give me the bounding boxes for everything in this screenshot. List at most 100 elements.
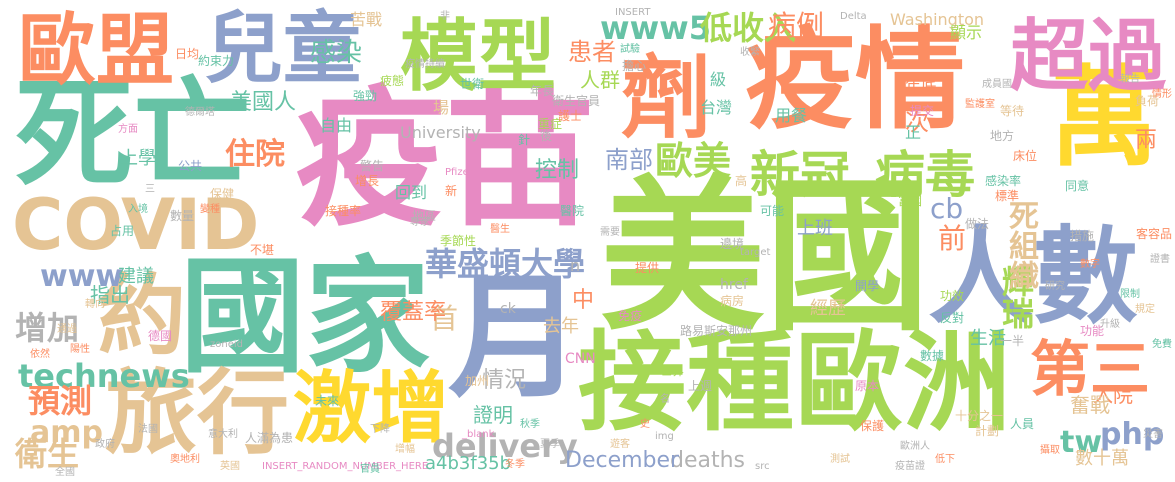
word-cloud-term: 疫苗證 bbox=[895, 461, 925, 472]
word-cloud-term: 台灣 bbox=[700, 98, 733, 117]
word-cloud-term: 旅行 bbox=[105, 360, 290, 467]
word-cloud-term: 等待 bbox=[1000, 104, 1025, 118]
word-cloud-term: 高 bbox=[735, 174, 748, 188]
word-cloud-term: 地方 bbox=[990, 129, 1015, 143]
word-cloud-term: INSERT_RANDOM_NUMBER_HERE bbox=[262, 461, 429, 472]
word-cloud-term: 低下 bbox=[935, 454, 955, 465]
word-cloud-term: 不堪 bbox=[250, 243, 275, 257]
word-cloud-term: 奮戰 bbox=[1070, 393, 1110, 417]
word-cloud-term: 建議 bbox=[118, 266, 154, 287]
word-cloud-term: 病房 bbox=[720, 294, 745, 308]
word-cloud-term: 入境 bbox=[128, 204, 148, 215]
word-cloud-term: 十分之一 bbox=[955, 409, 1004, 423]
word-cloud-term: 夏季 bbox=[540, 439, 560, 450]
word-cloud-term: 歐洲人 bbox=[900, 441, 930, 452]
word-cloud-term: 用餐 bbox=[775, 106, 808, 125]
word-cloud-term: 正 bbox=[905, 123, 922, 142]
word-cloud-term: 三 bbox=[145, 184, 155, 195]
word-cloud-term: 中 bbox=[572, 288, 595, 313]
word-cloud-term: 死亡 bbox=[15, 65, 252, 203]
word-cloud-term: 非 bbox=[440, 11, 450, 22]
word-cloud-term: 需要 bbox=[600, 227, 620, 238]
word-cloud-term: 重症 bbox=[538, 117, 563, 131]
word-cloud-term: 美國 bbox=[600, 161, 930, 353]
word-cloud-term: 床位 bbox=[1013, 149, 1038, 163]
word-cloud-term: 華盛頓大學 bbox=[425, 245, 586, 283]
word-cloud-term: 秋季 bbox=[520, 419, 540, 430]
word-cloud-term: 路易斯安那州 bbox=[680, 324, 753, 338]
word-cloud-term: Washington bbox=[890, 10, 985, 29]
word-cloud-term: 病毒 bbox=[875, 146, 975, 204]
word-cloud-term: 醫院 bbox=[560, 204, 585, 218]
word-cloud-term: 收緊 bbox=[740, 47, 760, 58]
word-cloud-term: 次 bbox=[905, 108, 929, 136]
word-cloud-term: 德爾塔 bbox=[185, 107, 215, 118]
word-cloud-term: 保護 bbox=[860, 419, 885, 433]
word-cloud-term: 監護室 bbox=[965, 99, 995, 110]
word-cloud-term: 證書 bbox=[1150, 254, 1170, 265]
word-cloud-term: 情況 bbox=[482, 368, 527, 393]
word-cloud-term: 做法 bbox=[965, 217, 990, 231]
word-cloud-term: COVID bbox=[12, 184, 260, 266]
word-cloud-term: 報告 bbox=[1120, 74, 1140, 85]
word-cloud-term: 規定 bbox=[1135, 304, 1155, 315]
word-cloud-term: 南部 bbox=[605, 146, 653, 174]
word-cloud-term: 升級 bbox=[1100, 319, 1120, 330]
word-cloud-term: 死組織 bbox=[1003, 200, 1038, 290]
word-cloud-term: zoneid bbox=[210, 339, 243, 350]
word-cloud-term: 約束力 bbox=[198, 54, 235, 68]
word-cloud-term: 第三 bbox=[1030, 335, 1150, 405]
word-cloud-term: 邊境 bbox=[720, 237, 745, 251]
word-cloud-term: 回到 bbox=[395, 183, 428, 202]
word-cloud-term: 遊客 bbox=[610, 439, 630, 450]
word-cloud-term: 新冠 bbox=[750, 146, 850, 204]
word-cloud-term: 免疫 bbox=[618, 309, 643, 323]
word-cloud-term: 控制 bbox=[535, 158, 580, 183]
word-cloud-term: 公共 bbox=[178, 159, 203, 173]
word-cloud-term: Delta bbox=[840, 11, 867, 22]
word-cloud-term: 歐美 bbox=[655, 139, 732, 183]
word-cloud-term: img bbox=[655, 431, 674, 442]
word-cloud-term: 擔心 bbox=[622, 59, 647, 73]
word-cloud-term: 指出 bbox=[90, 283, 130, 307]
word-cloud-term: 名 bbox=[660, 394, 670, 405]
word-cloud-term: tw bbox=[1060, 425, 1103, 460]
word-cloud-term: cb bbox=[930, 192, 964, 225]
word-cloud-term: 兒童 bbox=[205, 4, 362, 94]
word-cloud-term: 德國 bbox=[148, 329, 173, 343]
word-cloud-term: 感染 bbox=[310, 38, 363, 68]
word-cloud-term: University bbox=[400, 123, 481, 142]
word-cloud-term: www5 bbox=[600, 9, 711, 47]
word-cloud-term: 增幅 bbox=[395, 444, 415, 455]
word-cloud-term: 轉向 bbox=[85, 299, 105, 310]
word-cloud-term: 季節性 bbox=[440, 234, 477, 248]
word-cloud-term: 反對 bbox=[940, 311, 965, 325]
word-cloud-term: 措施 bbox=[1070, 229, 1095, 243]
word-cloud-term: 開學 bbox=[855, 279, 880, 293]
word-cloud-term: 攝取 bbox=[1040, 445, 1060, 456]
word-cloud-term: 病例 bbox=[768, 9, 825, 42]
word-cloud-term: 數據 bbox=[920, 349, 945, 363]
word-cloud-term: 地區 bbox=[412, 209, 437, 223]
word-cloud-term: 方面 bbox=[118, 124, 138, 135]
word-cloud-term: 新 bbox=[445, 184, 458, 198]
word-cloud-term: 年長 bbox=[530, 84, 555, 98]
word-cloud-term: 歐盟 bbox=[18, 6, 175, 96]
word-cloud-term: 預測 bbox=[28, 382, 93, 420]
word-cloud-term: 衛生 bbox=[15, 435, 80, 473]
word-cloud-term: 自由 bbox=[320, 116, 353, 135]
word-cloud-term: Pfizer bbox=[445, 167, 473, 178]
word-cloud-term: 激增 bbox=[293, 364, 450, 454]
word-cloud-term: 級 bbox=[710, 70, 727, 89]
word-cloud-term: 去年 bbox=[543, 316, 579, 337]
word-cloud-term: 強勁 bbox=[353, 89, 378, 103]
word-cloud-term: 場 bbox=[433, 98, 450, 117]
word-cloud-term: 功效 bbox=[940, 289, 965, 303]
word-cloud-term: 富國 bbox=[898, 194, 923, 208]
word-cloud-term: 功能 bbox=[1080, 324, 1105, 338]
word-cloud-term: 史 bbox=[640, 419, 650, 430]
word-cloud-term: src bbox=[755, 461, 770, 472]
word-cloud-term: 下降 bbox=[370, 424, 390, 435]
word-cloud-term: 疫情持續 bbox=[405, 59, 445, 70]
word-cloud-term: 冬季 bbox=[505, 459, 525, 470]
